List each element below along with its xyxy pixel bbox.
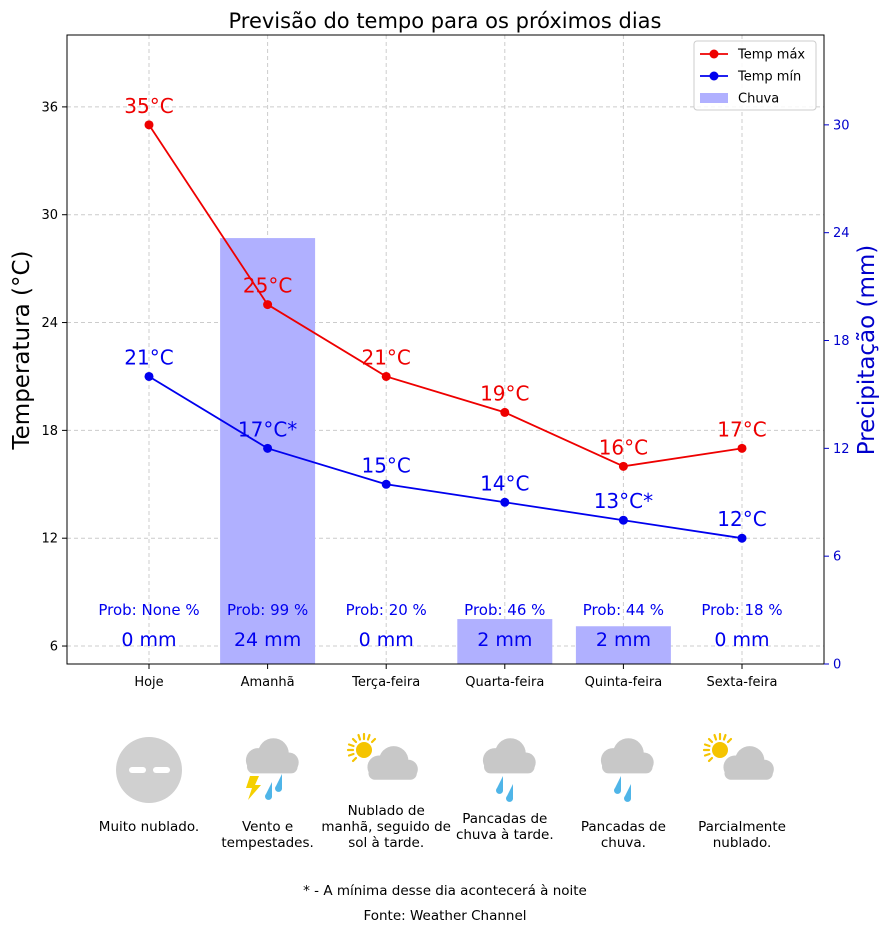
rain-probability-label: Prob: 20 % bbox=[346, 601, 427, 619]
temp-min-label: 12°C bbox=[717, 507, 766, 531]
y-tick-label-left: 24 bbox=[41, 316, 58, 331]
x-tick-label: Quarta-feira bbox=[465, 675, 544, 690]
condition-description: Pancadas de chuva. bbox=[580, 819, 666, 851]
y-tick-label-left: 6 bbox=[50, 640, 58, 655]
rain-probability-label: Prob: 18 % bbox=[701, 601, 782, 619]
thunderstorm-icon bbox=[228, 730, 308, 810]
y-tick-label-left: 36 bbox=[41, 100, 58, 115]
temp-max-point bbox=[144, 120, 154, 130]
temp-max-point bbox=[263, 300, 273, 310]
legend-swatch bbox=[700, 93, 728, 103]
rain-probability-label: Prob: None % bbox=[98, 601, 199, 619]
x-tick-label: Sexta-feira bbox=[707, 675, 778, 690]
temp-max-label: 16°C bbox=[599, 435, 648, 459]
legend-marker bbox=[709, 71, 719, 81]
condition-description: Nublado de manhã, seguido de sol à tarde… bbox=[321, 803, 451, 851]
axes: 6 12 18 24 30 36 0 6 12 18 24 30 Hoje Amanhã Terça-fei… bbox=[41, 100, 849, 690]
sun-behind-cloud-icon bbox=[702, 730, 782, 810]
x-tick-label: Terça-feira bbox=[351, 675, 420, 690]
rain-amount-label: 0 mm bbox=[359, 629, 414, 651]
rain-amount-label: 24 mm bbox=[234, 629, 301, 651]
temp-max-label: 17°C bbox=[717, 417, 766, 441]
legend-entry: Temp mín bbox=[737, 70, 801, 85]
x-tick-label: Hoje bbox=[134, 675, 163, 690]
source-note: Fonte: Weather Channel bbox=[363, 908, 527, 924]
temp-min-label: 15°C bbox=[361, 453, 410, 477]
temp-max-point bbox=[500, 407, 510, 417]
rain-cloud-icon bbox=[465, 730, 545, 810]
rain-bar bbox=[575, 626, 671, 664]
sun-behind-cloud-icon bbox=[346, 730, 426, 810]
grid-lines bbox=[67, 35, 824, 664]
rain-cloud-icon bbox=[583, 730, 663, 810]
rain-bars bbox=[220, 238, 671, 664]
x-tick-label: Amanhã bbox=[241, 675, 295, 690]
y-tick-label-right: 6 bbox=[833, 550, 841, 565]
temp-min-point bbox=[500, 497, 510, 507]
temp-max-point bbox=[618, 461, 628, 471]
temp-min-point bbox=[618, 515, 628, 525]
y-axis-label-right: Precipitação (mm) bbox=[854, 245, 880, 456]
temp-min-point bbox=[737, 533, 747, 543]
condition-description: Muito nublado. bbox=[98, 819, 200, 835]
temp-min-point bbox=[263, 443, 273, 453]
temp-max-label: 25°C bbox=[243, 274, 292, 298]
x-tick-label: Quinta-feira bbox=[585, 675, 663, 690]
footnote: * - A mínima desse dia acontecerá à noit… bbox=[303, 883, 587, 899]
temp-max-point bbox=[737, 443, 747, 453]
temp-min-point bbox=[381, 479, 391, 489]
temp-min-line bbox=[148, 375, 743, 540]
chart-title: Previsão do tempo para os próximos dias bbox=[228, 9, 661, 33]
temp-min-label: 14°C bbox=[480, 471, 529, 495]
rain-probability-label: Prob: 44 % bbox=[583, 601, 664, 619]
temp-min-label: 21°C bbox=[124, 345, 173, 369]
temperature-lines bbox=[144, 120, 747, 543]
data-labels: 35°C 25°C 21°C 19°C 16°C 17°C 21°C 17°C* 15°C 14°… bbox=[98, 94, 782, 651]
temp-max-label: 19°C bbox=[480, 381, 529, 405]
legend: Temp máx Temp mín Chuva bbox=[693, 40, 817, 111]
rain-probability-label: Prob: 99 % bbox=[227, 601, 308, 619]
temp-min-point bbox=[144, 371, 154, 381]
temp-max-label: 21°C bbox=[361, 345, 410, 369]
condition-description: Vento e tempestades. bbox=[221, 819, 314, 851]
y-tick-label-left: 30 bbox=[41, 208, 58, 223]
plot-frame bbox=[66, 34, 825, 665]
temp-max-label: 35°C bbox=[124, 94, 173, 118]
temp-max-line bbox=[148, 124, 743, 468]
temp-min-label: 13°C* bbox=[594, 489, 653, 513]
y-tick-label-right: 24 bbox=[833, 226, 850, 241]
y-tick-label-right: 0 bbox=[833, 658, 841, 673]
y-tick-label-right: 30 bbox=[833, 118, 850, 133]
temp-min-label: 17°C* bbox=[238, 417, 297, 441]
rain-amount-label: 0 mm bbox=[714, 629, 769, 651]
condition-description: Pancadas de chuva à tarde. bbox=[455, 811, 554, 843]
temp-max-point bbox=[381, 371, 391, 381]
rain-probability-label: Prob: 46 % bbox=[464, 601, 545, 619]
legend-entry: Temp máx bbox=[737, 48, 805, 63]
legend-marker bbox=[709, 49, 719, 59]
y-tick-label-right: 12 bbox=[833, 442, 850, 457]
forecast-chart: Previsão do tempo para os próximos dias … bbox=[9, 9, 880, 690]
y-tick-label-left: 12 bbox=[41, 532, 58, 547]
rain-amount-label: 2 mm bbox=[477, 629, 532, 651]
legend-entry: Chuva bbox=[738, 92, 779, 107]
rain-amount-label: 2 mm bbox=[596, 629, 651, 651]
condition-description: Parcialmente nublado. bbox=[698, 819, 786, 851]
y-tick-label-right: 18 bbox=[833, 334, 850, 349]
legend-box bbox=[693, 40, 817, 111]
y-tick-label-left: 18 bbox=[41, 424, 58, 439]
overcast-cloud-icon bbox=[109, 730, 189, 810]
rain-bar bbox=[457, 619, 553, 664]
rain-amount-label: 0 mm bbox=[121, 629, 176, 651]
y-axis-label-left: Temperatura (°C) bbox=[9, 251, 35, 451]
